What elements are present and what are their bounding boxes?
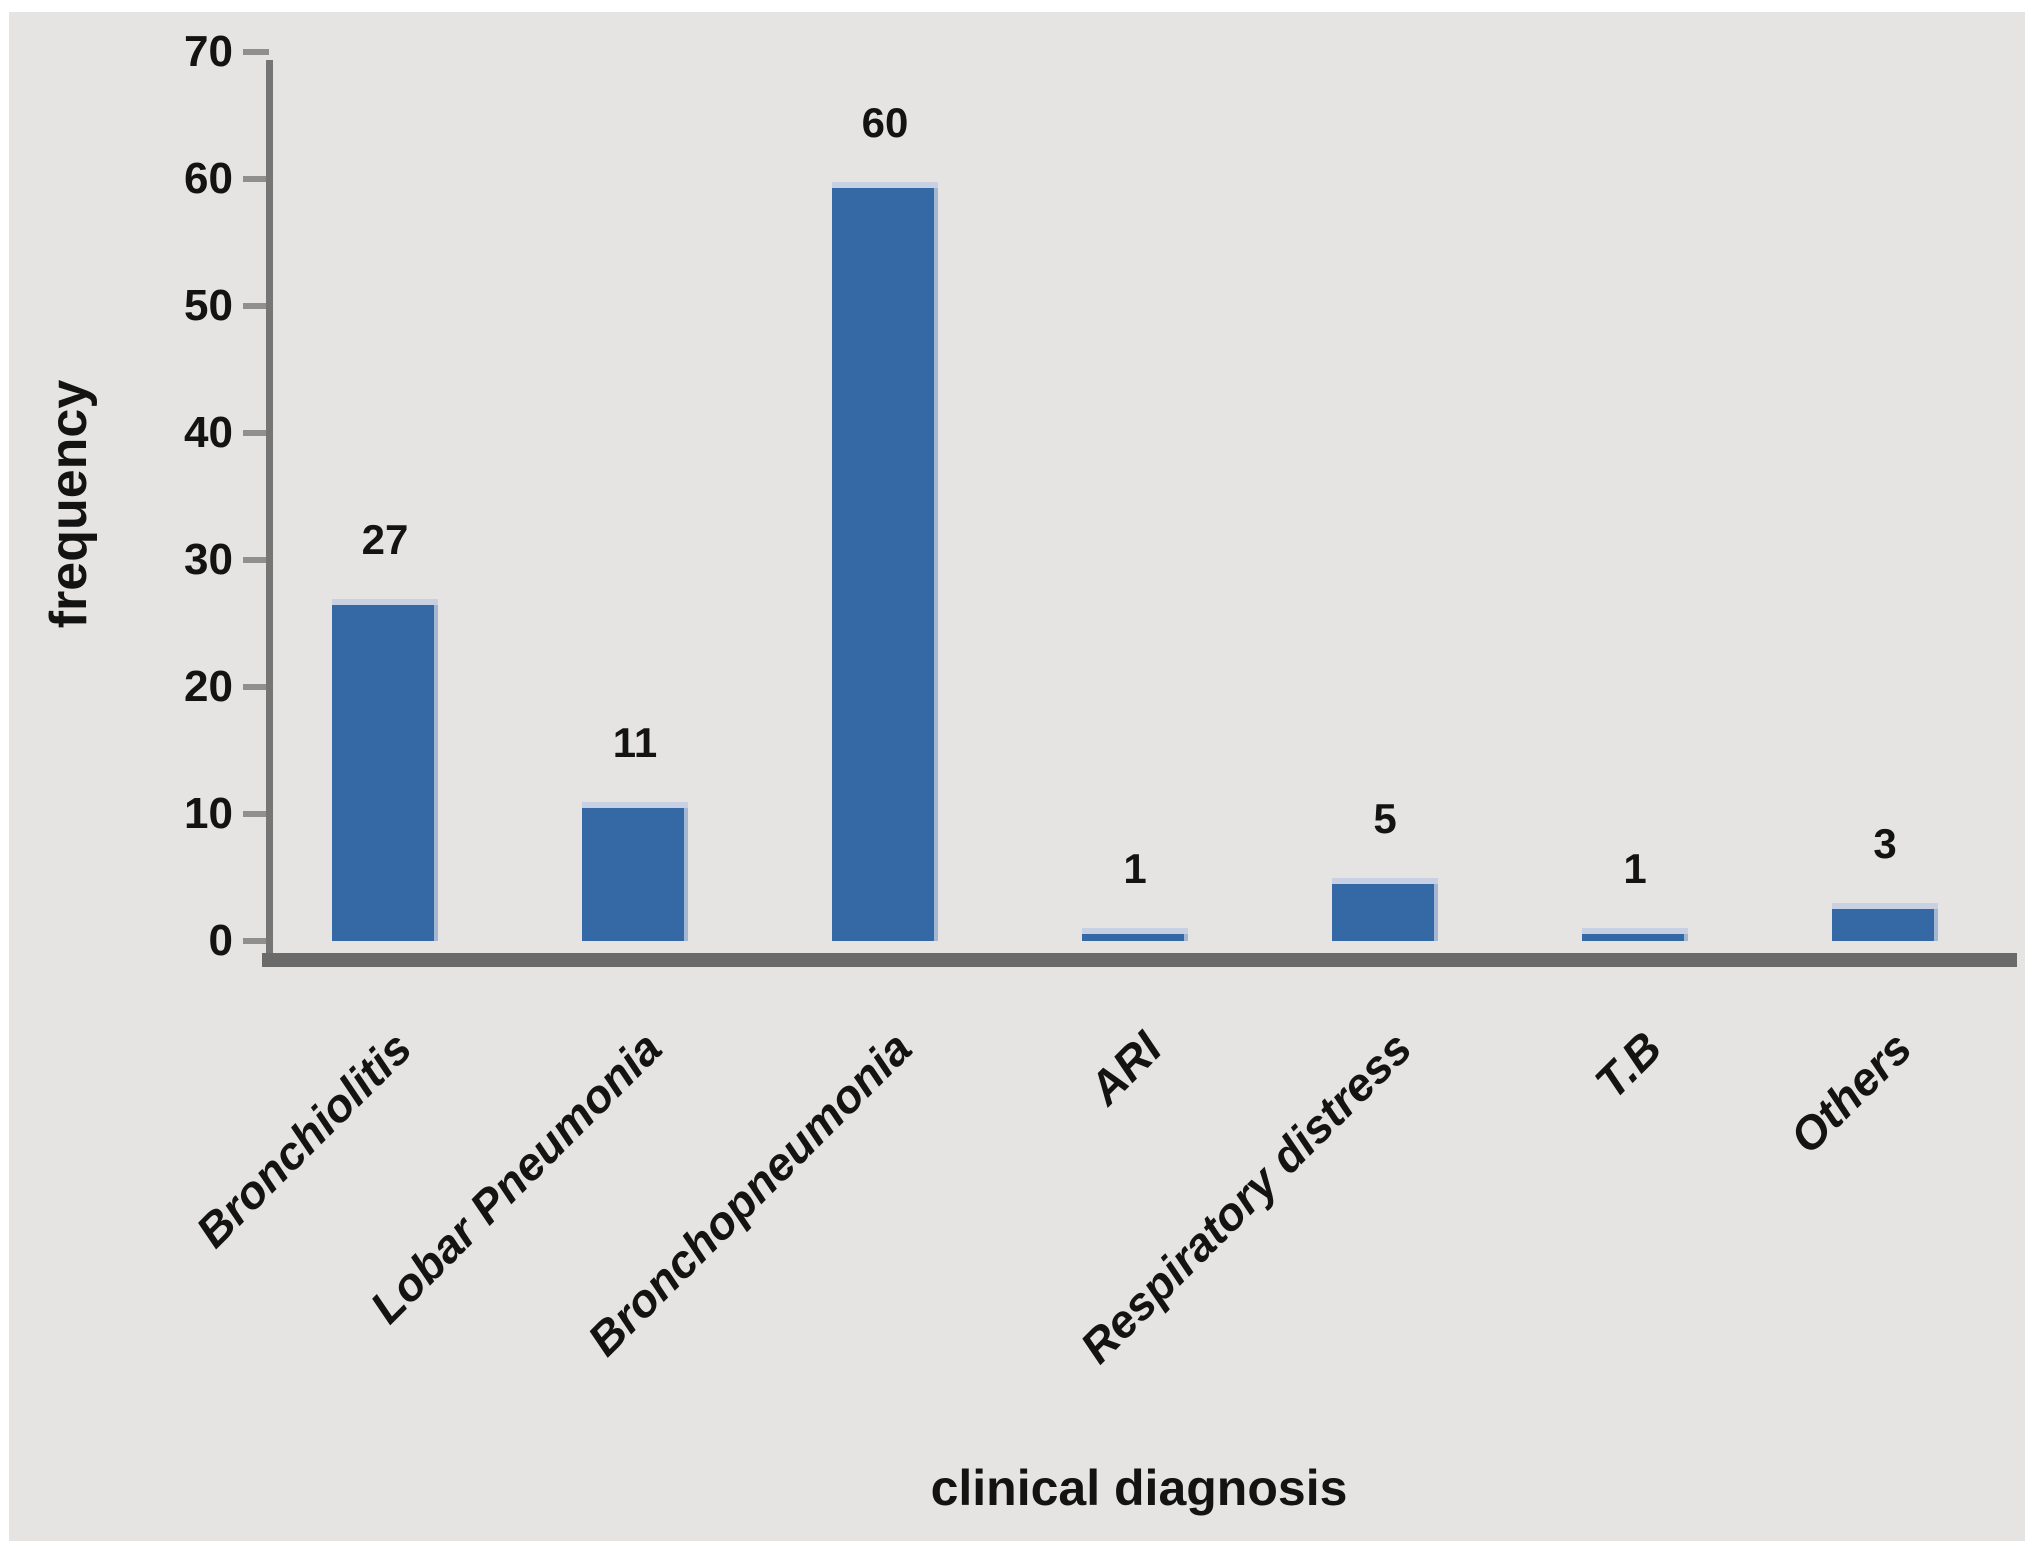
bar-right-highlight <box>934 188 938 941</box>
category-label: T.B <box>1584 1021 1672 1109</box>
y-axis-line <box>266 60 273 960</box>
bar-top-highlight <box>1832 903 1938 909</box>
x-axis-line <box>262 953 2017 967</box>
bar-value-label: 11 <box>612 719 658 766</box>
y-tick-label: 30 <box>184 535 233 584</box>
bar-value-label: 5 <box>1373 795 1397 842</box>
y-tick-mark <box>243 49 269 55</box>
bar <box>1332 878 1438 941</box>
bar <box>582 802 688 941</box>
bar-top-highlight <box>832 182 938 188</box>
bar-right-highlight <box>1434 884 1438 941</box>
bar-right-highlight <box>1184 934 1188 941</box>
x-axis-title: clinical diagnosis <box>930 1460 1348 1516</box>
bar-value-label: 27 <box>361 516 409 563</box>
bar <box>832 182 938 941</box>
category-label: Bronchiolitis <box>185 1021 422 1258</box>
y-tick-mark <box>243 430 269 436</box>
y-tick-label: 20 <box>184 662 233 711</box>
y-tick-mark <box>243 303 269 309</box>
bar-top-highlight <box>1332 878 1438 884</box>
y-tick-mark <box>243 811 269 817</box>
y-tick-label: 70 <box>184 27 233 76</box>
category-label: ARI <box>1078 1021 1172 1115</box>
y-tick-mark <box>243 938 269 944</box>
bar-right-highlight <box>1684 934 1688 941</box>
bar <box>332 599 438 941</box>
bar <box>1582 928 1688 941</box>
bar-top-highlight <box>332 599 438 605</box>
bar-top-highlight <box>1582 928 1688 934</box>
y-tick-label: 10 <box>184 789 233 838</box>
bar-right-highlight <box>684 808 688 941</box>
category-label: Bronchopneumonia <box>577 1021 922 1366</box>
chart-panel: frequency clinical diagnosis 0 10 20 30 40 50… <box>9 12 2025 1541</box>
bar-value-label: 60 <box>861 99 909 146</box>
bar-right-highlight <box>434 605 438 941</box>
category-label: Lobar Pneumonia <box>359 1021 672 1334</box>
y-tick-mark <box>243 557 269 563</box>
y-tick-mark <box>243 684 269 690</box>
y-tick-label: 50 <box>184 281 233 330</box>
category-label: Respiratory distress <box>1070 1021 1422 1373</box>
y-tick-label: 40 <box>184 408 233 457</box>
y-tick-label: 0 <box>208 916 233 965</box>
category-label: Others <box>1779 1021 1922 1164</box>
bar-value-label: 1 <box>1123 845 1147 892</box>
bar-top-highlight <box>1082 928 1188 934</box>
bar-top-highlight <box>582 802 688 808</box>
bar <box>1832 903 1938 941</box>
bar-right-highlight <box>1934 909 1938 941</box>
bar-value-label: 3 <box>1873 820 1897 867</box>
bar <box>1082 928 1188 941</box>
y-tick-mark <box>243 176 269 182</box>
bar-value-label: 1 <box>1623 845 1647 892</box>
y-tick-label: 60 <box>184 154 233 203</box>
